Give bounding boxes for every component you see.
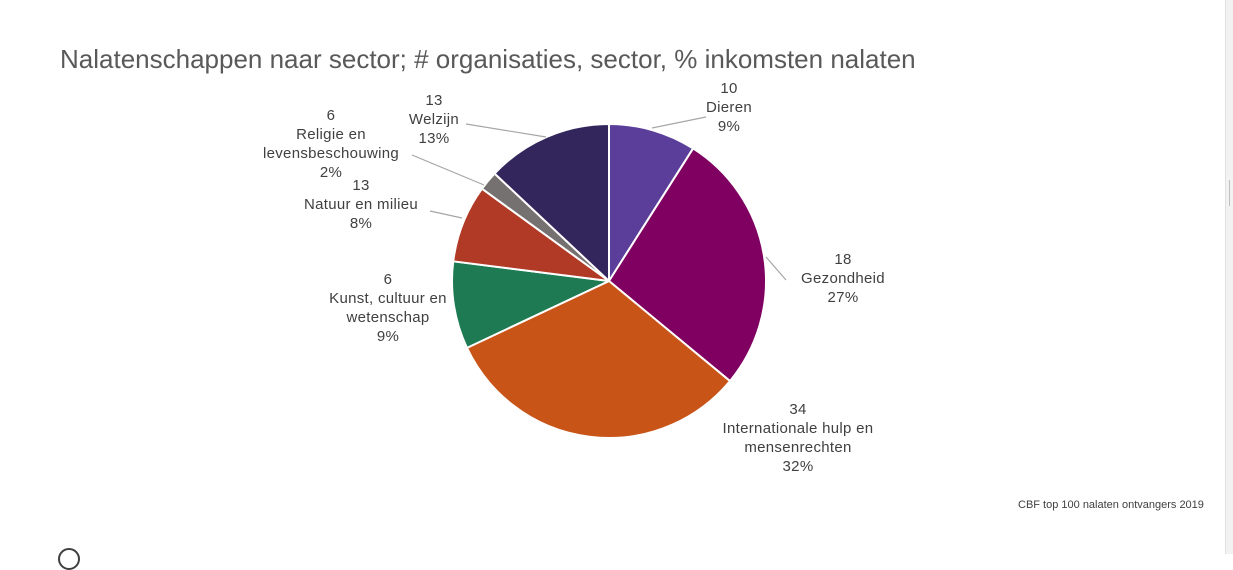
pie-slice-kunst-cultuur-en-wetenschap (451, 260, 610, 349)
source-note: CBF top 100 nalaten ontvangers 2019 (1018, 499, 1204, 511)
leader-line (411, 154, 485, 186)
data-label-line: 6 (327, 107, 336, 124)
data-label-line: 13% (419, 130, 450, 147)
leader-line (765, 256, 787, 281)
pie-slice-dieren (608, 123, 695, 282)
pie-slices (451, 123, 767, 439)
data-label: 34 Internationale hulp en mensenrechten 32% (723, 401, 874, 475)
leader-lines (411, 116, 787, 281)
data-label-line: 32% (783, 458, 814, 475)
data-label-line: 34 (789, 401, 806, 418)
data-label-line: levensbeschouwing (263, 145, 399, 162)
pie-slice-welzijn (493, 123, 610, 282)
data-label-line: 9% (377, 328, 399, 345)
pie-slice-gezondheid (608, 147, 767, 383)
data-label-line: Welzijn (409, 111, 459, 128)
data-label-line: Religie en (296, 126, 366, 143)
data-label-line: wetenschap (345, 309, 429, 326)
data-label: 6 Religie en levensbeschouwing 2% (263, 107, 399, 181)
data-label-line: 6 (384, 271, 393, 288)
leader-line (651, 116, 707, 129)
window-edge-scrollbar[interactable] (1225, 0, 1233, 554)
pie-chart: 10 Dieren 9% 18 Gezondheid 27% 34 International… (263, 80, 885, 475)
data-label: 13 Welzijn 13% (409, 92, 459, 147)
data-label-line: Internationale hulp en (723, 420, 874, 437)
data-label-line: Gezondheid (801, 270, 885, 287)
scrollbar-thumb[interactable] (1229, 180, 1230, 206)
pie-slice-internationale-hulp-en-mensenrechten (465, 280, 731, 439)
data-label-line: 2% (320, 164, 342, 181)
data-label-line: 13 (352, 177, 369, 194)
data-label-line: 9% (718, 118, 740, 135)
data-label-line: mensenrechten (744, 439, 851, 456)
data-label: 13 Natuur en milieu 8% (304, 177, 418, 232)
data-label-line: Natuur en milieu (304, 196, 418, 213)
leader-line (429, 210, 463, 219)
leader-line (465, 123, 547, 138)
data-label-line: 10 (720, 80, 737, 97)
data-labels: 10 Dieren 9% 18 Gezondheid 27% 34 International… (263, 80, 885, 475)
data-label: 10 Dieren 9% (706, 80, 752, 135)
data-label: 18 Gezondheid 27% (801, 251, 885, 306)
data-label-line: 18 (834, 251, 851, 268)
data-label-line: 8% (350, 215, 372, 232)
chart-title: Nalatenschappen naar sector; # organisat… (60, 44, 916, 74)
data-label-line: Dieren (706, 99, 752, 116)
data-label: 6 Kunst, cultuur en wetenschap 9% (329, 271, 447, 345)
data-label-line: Kunst, cultuur en (329, 290, 447, 307)
data-label-line: 27% (828, 289, 859, 306)
data-label-line: 13 (425, 92, 442, 109)
